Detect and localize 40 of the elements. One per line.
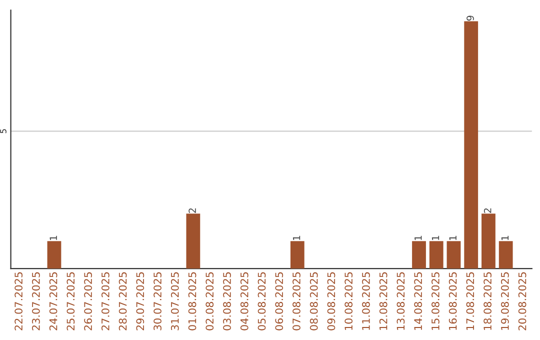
x-tick-label: 29.07.2025 xyxy=(136,272,144,330)
x-tick-label: 19.08.2025 xyxy=(500,272,509,330)
data-label: 2 xyxy=(484,208,492,213)
y-tick-label: 5 xyxy=(0,129,6,134)
x-tick-label: 30.07.2025 xyxy=(154,272,162,330)
x-tick-label: 09.08.2025 xyxy=(327,272,336,330)
x-tick-label: 25.07.2025 xyxy=(66,272,75,330)
data-label: 1 xyxy=(501,236,509,240)
x-tick-label: 03.08.2025 xyxy=(223,272,231,330)
x-tick-label: 13.08.2025 xyxy=(396,272,405,330)
data-label: 1 xyxy=(449,236,456,240)
x-tick-label: 08.08.2025 xyxy=(310,272,318,330)
data-label: 1 xyxy=(293,236,300,240)
x-tick-label: 28.07.2025 xyxy=(118,272,127,330)
data-label: 1 xyxy=(50,236,57,240)
x-tick-label: 12.08.2025 xyxy=(379,272,388,330)
x-tick-label: 31.07.2025 xyxy=(170,272,179,330)
data-label: 1 xyxy=(432,236,440,240)
data-label: 2 xyxy=(188,208,196,213)
x-tick-label: 27.07.2025 xyxy=(101,272,110,330)
x-tick-label: 16.08.2025 xyxy=(448,272,457,330)
x-tick-label: 10.08.2025 xyxy=(344,272,353,330)
x-tick-label: 17.08.2025 xyxy=(466,272,474,330)
x-tick-label: 18.08.2025 xyxy=(484,272,492,330)
x-tick-label: 22.07.2025 xyxy=(14,272,23,330)
x-tick-label: 24.07.2025 xyxy=(49,272,58,330)
data-label: 9 xyxy=(466,16,474,21)
x-tick-label: 11.08.2025 xyxy=(362,272,370,330)
x-tick-label: 02.08.2025 xyxy=(206,272,214,330)
x-tick-label: 15.08.2025 xyxy=(432,272,440,330)
x-tick-label: 06.08.2025 xyxy=(275,272,284,330)
x-tick-label: 14.08.2025 xyxy=(414,272,422,330)
x-tick-label: 23.07.2025 xyxy=(32,272,40,330)
x-tick-label: 26.07.2025 xyxy=(84,272,92,330)
x-tick-label: 20.08.2025 xyxy=(518,272,526,330)
x-tick-label: 05.08.2025 xyxy=(258,272,266,330)
x-tick-label: 01.08.2025 xyxy=(188,272,196,330)
data-label: 1 xyxy=(414,236,422,240)
x-tick-label: 04.08.2025 xyxy=(240,272,248,330)
x-tick-label: 07.08.2025 xyxy=(292,272,300,330)
